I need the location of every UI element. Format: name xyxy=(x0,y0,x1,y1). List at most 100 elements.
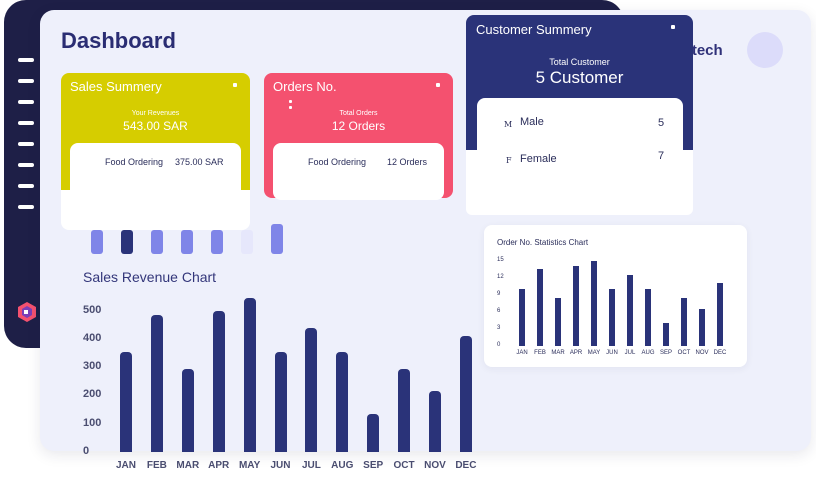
card-menu-icon[interactable] xyxy=(233,83,237,87)
bar-jan[interactable] xyxy=(120,351,132,452)
bar-nov[interactable] xyxy=(429,391,441,452)
x-tick-label: JUN xyxy=(270,460,291,471)
page-title: Dashboard xyxy=(61,28,176,53)
bar-may[interactable] xyxy=(591,260,597,346)
female-label: Female xyxy=(520,153,557,165)
x-tick-label: AUG xyxy=(331,460,354,471)
sidebar-item[interactable] xyxy=(18,58,34,62)
y-tick-label: 100 xyxy=(83,416,102,429)
bar-mar[interactable] xyxy=(181,368,194,452)
brand-logo-icon xyxy=(18,302,36,322)
bar-jul[interactable] xyxy=(627,274,633,346)
revenue-label: Your Revenues xyxy=(131,110,180,117)
bar-feb[interactable] xyxy=(150,314,163,452)
bar-jul[interactable] xyxy=(305,327,318,452)
mini-bar xyxy=(211,230,223,254)
bar-dec[interactable] xyxy=(717,283,723,346)
x-tick-label: NOV xyxy=(424,460,446,471)
y-tick-label: 400 xyxy=(83,331,102,344)
x-tick-label: DEC xyxy=(455,460,477,471)
x-tick-label: SEP xyxy=(659,350,672,356)
food-ordering-label: Food Ordering xyxy=(105,157,164,167)
mini-bar xyxy=(271,224,283,254)
total-customer-value: 5 Customer xyxy=(535,68,624,87)
mini-bar xyxy=(121,230,133,254)
sidebar-item[interactable] xyxy=(18,163,34,167)
x-tick-label: MAR xyxy=(176,460,200,471)
x-tick-label: FEB xyxy=(534,350,546,356)
x-tick-label: JUN xyxy=(606,350,618,356)
female-icon: F xyxy=(506,156,512,165)
food-ordering-label: Food Ordering xyxy=(308,157,367,167)
food-ordering-value: 12 Orders xyxy=(387,157,428,167)
x-tick-label: OCT xyxy=(677,350,691,356)
x-tick-label: DEC xyxy=(713,350,727,356)
sidebar-item[interactable] xyxy=(18,142,34,146)
decor-dot-icon xyxy=(289,100,292,103)
x-tick-label: JAN xyxy=(115,460,136,471)
y-tick-label: 500 xyxy=(83,303,102,316)
y-tick-label: 0 xyxy=(497,342,501,348)
y-tick-label: 6 xyxy=(497,307,501,314)
bar-jun[interactable] xyxy=(274,351,287,452)
x-tick-label: JUL xyxy=(301,460,321,471)
y-tick-label: 200 xyxy=(83,388,102,401)
total-orders-value: 12 Orders xyxy=(331,119,386,133)
sidebar-item[interactable] xyxy=(18,100,34,104)
customer-card-title: Customer Summery xyxy=(476,22,592,37)
x-tick-label: MAR xyxy=(551,350,565,356)
sidebar-item[interactable] xyxy=(18,121,34,125)
food-ordering-value: 375.00 SAR xyxy=(175,157,224,167)
x-tick-label: NOV xyxy=(695,350,709,356)
y-tick-label: 9 xyxy=(497,290,501,297)
customer-detail-panel: M Male 5 F Female 7 xyxy=(477,98,683,205)
x-tick-label: APR xyxy=(208,460,230,471)
revenue-value: 543.00 SAR xyxy=(123,119,188,133)
bar-may[interactable] xyxy=(243,297,256,452)
bar-feb[interactable] xyxy=(537,269,543,346)
order-stats-title: Order No. Statistics Chart xyxy=(497,238,589,247)
y-tick-label: 12 xyxy=(497,273,504,280)
bar-mar[interactable] xyxy=(555,297,561,346)
female-count: 7 xyxy=(658,150,665,162)
bar-oct[interactable] xyxy=(398,368,411,452)
x-tick-label: MAY xyxy=(587,350,601,356)
sidebar-item[interactable] xyxy=(18,184,34,188)
bar-dec[interactable] xyxy=(459,336,472,452)
total-orders-label: Total Orders xyxy=(339,110,378,117)
bar-aug[interactable] xyxy=(336,351,349,452)
bar-apr[interactable] xyxy=(573,266,579,346)
y-tick-label: 0 xyxy=(83,445,90,457)
bar-jan[interactable] xyxy=(519,289,525,346)
card-menu-icon[interactable] xyxy=(436,83,440,87)
avatar[interactable] xyxy=(747,32,783,68)
mini-bar xyxy=(181,230,193,254)
mini-bar xyxy=(151,230,163,254)
male-count: 5 xyxy=(658,117,665,129)
sidebar-item[interactable] xyxy=(18,79,34,83)
sales-chart-title: Sales Revenue Chart xyxy=(83,269,217,285)
male-label: Male xyxy=(520,116,544,128)
bar-oct[interactable] xyxy=(681,297,687,346)
sidebar-menu xyxy=(18,58,34,226)
bar-jun[interactable] xyxy=(609,289,615,346)
bar-sep[interactable] xyxy=(663,323,669,346)
y-tick-label: 15 xyxy=(497,256,504,263)
male-icon: M xyxy=(504,120,513,129)
y-tick-label: 300 xyxy=(83,360,102,373)
bar-sep[interactable] xyxy=(367,413,380,452)
x-tick-label: APR xyxy=(569,350,583,356)
bar-nov[interactable] xyxy=(699,309,705,346)
bar-aug[interactable] xyxy=(645,289,651,346)
card-menu-icon[interactable] xyxy=(671,25,675,29)
x-tick-label: MAY xyxy=(238,460,261,471)
x-tick-label: AUG xyxy=(641,350,655,356)
mini-bar xyxy=(91,230,103,254)
sidebar-item[interactable] xyxy=(18,205,34,209)
y-tick-label: 3 xyxy=(497,324,501,331)
decor-dot-icon xyxy=(289,106,292,109)
x-tick-label: SEP xyxy=(363,460,384,471)
bar-apr[interactable] xyxy=(212,310,225,452)
sales-card-title: Sales Summery xyxy=(70,79,162,94)
x-tick-label: OCT xyxy=(393,460,415,471)
